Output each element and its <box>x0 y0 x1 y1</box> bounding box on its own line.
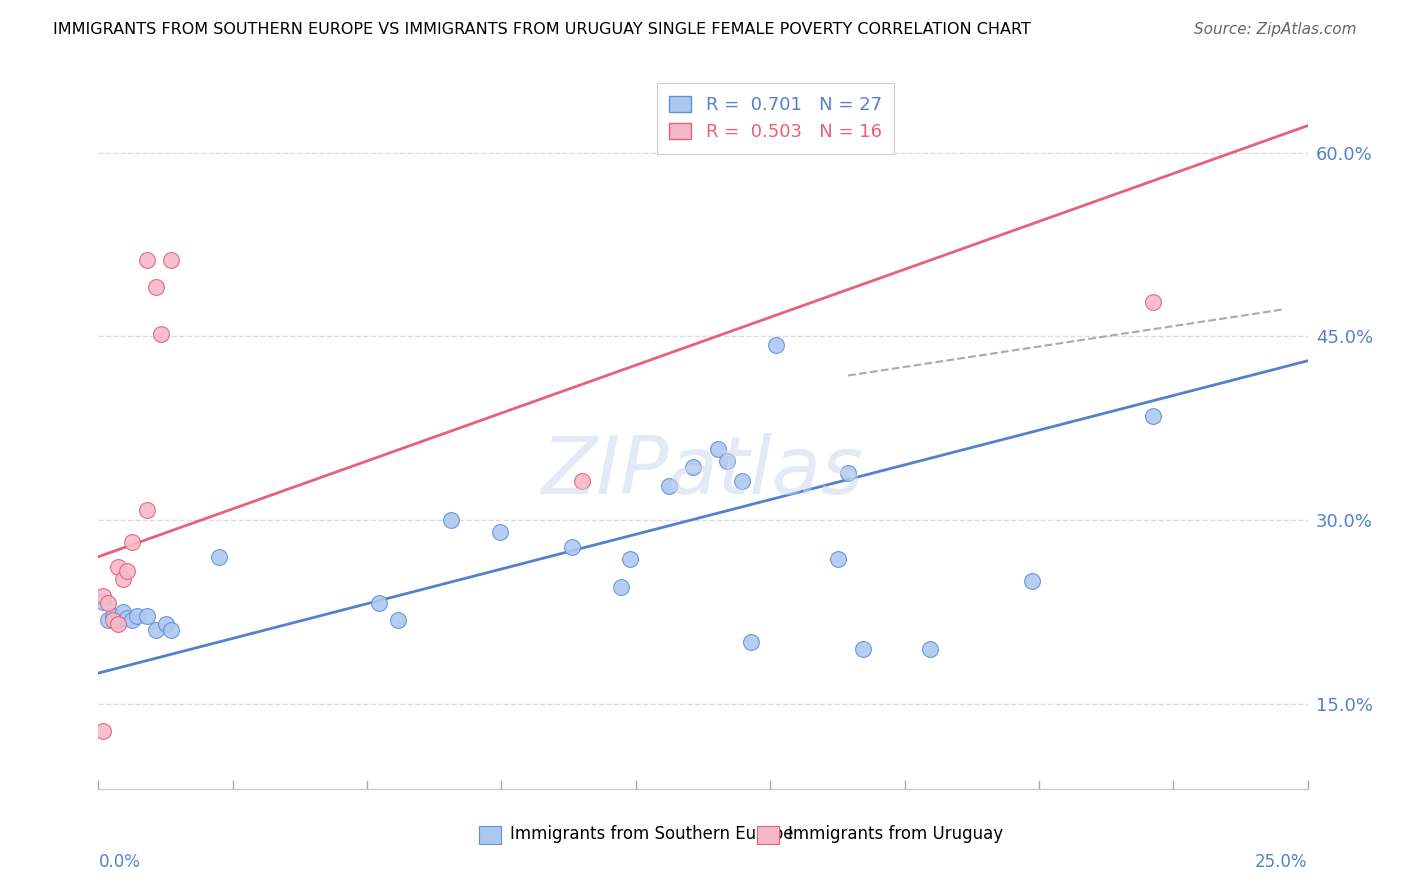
Point <box>387 614 409 628</box>
Point <box>208 549 231 564</box>
Point <box>1021 574 1043 589</box>
Point <box>837 467 859 481</box>
Point <box>111 605 134 619</box>
Point <box>107 614 129 628</box>
Text: IMMIGRANTS FROM SOUTHERN EUROPE VS IMMIGRANTS FROM URUGUAY SINGLE FEMALE POVERTY: IMMIGRANTS FROM SOUTHERN EUROPE VS IMMIG… <box>53 22 1032 37</box>
Point <box>107 559 129 574</box>
Point <box>852 641 875 656</box>
Point <box>1142 295 1164 310</box>
Point <box>706 442 728 456</box>
Bar <box>758 826 779 844</box>
Text: ZIPatlas: ZIPatlas <box>541 433 865 510</box>
Legend: R =  0.701   N = 27, R =  0.503   N = 16: R = 0.701 N = 27, R = 0.503 N = 16 <box>657 83 894 154</box>
Point <box>117 611 139 625</box>
Text: 0.0%: 0.0% <box>98 853 141 871</box>
Point <box>160 624 183 638</box>
Point <box>97 596 120 610</box>
Bar <box>479 826 501 844</box>
Point <box>368 596 391 610</box>
Point <box>150 326 173 341</box>
Point <box>135 503 157 517</box>
Point <box>489 525 512 540</box>
Point <box>561 540 583 554</box>
Point <box>145 624 167 638</box>
Point <box>127 608 149 623</box>
Text: Source: ZipAtlas.com: Source: ZipAtlas.com <box>1194 22 1357 37</box>
Point <box>97 614 120 628</box>
Point <box>571 474 593 488</box>
Point <box>91 589 114 603</box>
Point <box>731 474 754 488</box>
Point <box>827 552 849 566</box>
Point <box>135 608 157 623</box>
Text: Immigrants from Southern Europe: Immigrants from Southern Europe <box>509 825 793 843</box>
Point <box>101 614 124 628</box>
Point <box>440 513 463 527</box>
Text: Immigrants from Uruguay: Immigrants from Uruguay <box>787 825 1002 843</box>
Point <box>121 614 143 628</box>
Point <box>135 253 157 268</box>
Point <box>765 338 787 352</box>
Point <box>145 280 167 294</box>
Point <box>91 595 114 609</box>
Point <box>658 479 681 493</box>
Point <box>155 617 177 632</box>
Point <box>111 572 134 586</box>
Point <box>716 454 738 468</box>
Point <box>619 552 641 566</box>
Point <box>160 253 183 268</box>
Point <box>117 565 139 579</box>
Point <box>91 723 114 738</box>
Text: 25.0%: 25.0% <box>1256 853 1308 871</box>
Point <box>121 535 143 549</box>
Point <box>740 635 762 649</box>
Point <box>610 580 633 594</box>
Point <box>682 460 704 475</box>
Point <box>920 641 942 656</box>
Point <box>107 617 129 632</box>
Point <box>101 608 124 623</box>
Point <box>1142 409 1164 423</box>
